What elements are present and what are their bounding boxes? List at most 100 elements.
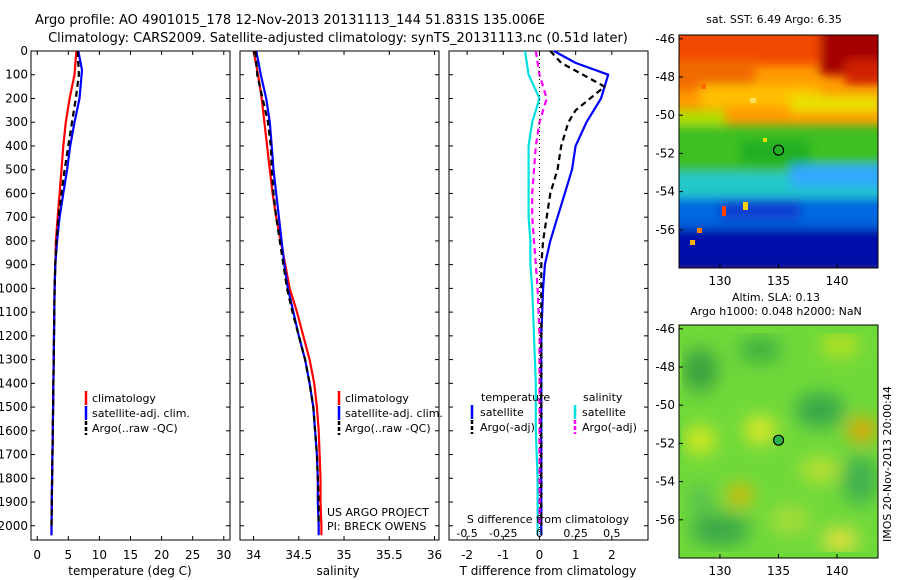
map-x-tick-label: 135	[767, 274, 790, 288]
x-tick-label-salinity: 0.5	[603, 527, 621, 540]
y-tick-label: 600	[5, 186, 28, 200]
sst-map-title: sat. SST: 6.49 Argo: 6.35	[706, 13, 842, 26]
sla-map-title: Altim. SLA: 0.13	[732, 291, 820, 304]
difference-legend: temperature salinity satellite Argo(-adj…	[470, 391, 637, 434]
legend-label-satellite: satellite-adj. clim.	[92, 407, 190, 420]
legend-label-argo: Argo(..raw -QC)	[345, 422, 431, 435]
x-tick-label: 35	[336, 548, 351, 562]
y-tick-label: 300	[5, 115, 28, 129]
map-x-tick-label: 140	[826, 564, 849, 578]
legend-label-t-satellite: satellite	[480, 406, 524, 419]
x-tick-label-salinity: -0.5	[456, 527, 477, 540]
map-y-tick-label: -52	[655, 146, 675, 160]
x-tick-label: 1	[572, 548, 580, 562]
y-tick-label: 1200	[0, 329, 28, 343]
map-y-tick-label: -50	[655, 108, 675, 122]
temperature-axes-frame	[30, 50, 231, 541]
y-tick-label: 2000	[0, 519, 28, 533]
legend-header-salinity: salinity	[583, 391, 623, 404]
map-y-tick-label: -54	[655, 475, 675, 489]
y-tick-label: 1700	[0, 448, 28, 462]
x-tick-label-salinity: 0.25	[563, 527, 588, 540]
x-tick-label-salinity: 0	[536, 527, 543, 540]
series-line-climatology	[252, 50, 323, 536]
y-tick-label: 400	[5, 139, 28, 153]
x-tick-label: 35.5	[376, 548, 403, 562]
credit-pi: PI: BRECK OWENS	[327, 520, 426, 533]
y-tick-label: 200	[5, 91, 28, 105]
x-tick-label: 25	[185, 548, 200, 562]
temperature-legend: climatology satellite-adj. clim. Argo(..…	[84, 391, 190, 435]
map-y-tick-label: -52	[655, 436, 675, 450]
salinity-legend: climatology satellite-adj. clim. Argo(..…	[337, 391, 443, 435]
x-tick-label: -2	[461, 548, 473, 562]
map-y-tick-label: -50	[655, 398, 675, 412]
map-y-tick-label: -54	[655, 185, 675, 199]
legend-header-temperature: temperature	[481, 391, 550, 404]
title-line-2: Climatology: CARS2009. Satellite-adjuste…	[48, 31, 628, 46]
y-tick-label: 800	[5, 234, 28, 248]
credit-project: US ARGO PROJECT	[327, 506, 429, 519]
title-line-1: Argo profile: AO 4901015_178 12-Nov-2013…	[35, 13, 545, 28]
map-y-tick-label: -56	[655, 223, 675, 237]
x-tick-label-salinity: -0.25	[489, 527, 517, 540]
y-tick-label: 1000	[0, 281, 28, 295]
temperature-panel: 0 5 10 15 20 25 300100200300400500600700800900…	[0, 44, 231, 578]
map-y-tick-label: -48	[655, 70, 675, 84]
series-line-argo-raw-qc-	[254, 50, 320, 526]
float-position-marker	[772, 434, 785, 446]
y-tick-label: 1500	[0, 400, 28, 414]
x-tick-label: 30	[216, 548, 231, 562]
y-tick-label: 1900	[0, 495, 28, 509]
y-tick-label: 700	[5, 210, 28, 224]
difference-axes-frame	[448, 50, 649, 541]
map-x-tick-label: 130	[709, 274, 732, 288]
difference-panel: -2 -1 0 1 2 -0.5 -0.25 0 0.25 0.5 T difference fr…	[448, 50, 649, 578]
sla-map-subtitle: Argo h1000: 0.048 h2000: NaN	[690, 305, 862, 318]
x-tick-label: 36	[427, 548, 442, 562]
sla-map-panel: Altim. SLA: 0.13 Argo h1000: 0.048 h2000…	[655, 291, 894, 578]
series-line-satellite	[523, 50, 541, 536]
y-tick-label: 1400	[0, 376, 28, 390]
y-tick-label: 900	[5, 258, 28, 272]
legend-label-satellite: satellite-adj. clim.	[345, 407, 443, 420]
legend-label-t-argo: Argo(-adj)	[480, 421, 535, 434]
salinity-panel: 34 34.5 35 35.5 36 salinity climatology sate…	[239, 50, 443, 578]
map-y-tick-label: -48	[655, 360, 675, 374]
x-tick-label: 5	[64, 548, 72, 562]
y-tick-label: 1300	[0, 353, 28, 367]
y-tick-label: 1800	[0, 471, 28, 485]
y-tick-label: 1100	[0, 305, 28, 319]
legend-label-climatology: climatology	[345, 392, 409, 405]
legend-label-argo: Argo(..raw -QC)	[92, 422, 178, 435]
difference-xlabel: T difference from climatology	[459, 564, 637, 578]
sst-map-panel: sat. SST: 6.49 Argo: 6.35	[655, 13, 879, 288]
map-x-tick-label: 135	[767, 564, 790, 578]
map-x-tick-label: 130	[709, 564, 732, 578]
map-y-tick-label: -46	[655, 32, 675, 46]
map-y-tick-label: -56	[655, 513, 675, 527]
salinity-axes-frame	[239, 50, 440, 541]
imos-timestamp: IMOS 20-Nov-2013 20:00:44	[881, 386, 894, 542]
x-tick-label: 0	[536, 548, 544, 562]
map-x-tick-label: 140	[826, 274, 849, 288]
legend-label-s-argo: Argo(-adj)	[582, 421, 637, 434]
x-tick-label: 20	[154, 548, 169, 562]
y-tick-label: 100	[5, 68, 28, 82]
x-tick-label: 15	[123, 548, 138, 562]
salinity-xlabel: salinity	[316, 564, 359, 578]
legend-label-s-satellite: satellite	[582, 406, 626, 419]
x-tick-label: 0	[33, 548, 41, 562]
y-tick-label: 1600	[0, 424, 28, 438]
temperature-xlabel: temperature (deg C)	[68, 564, 191, 578]
x-tick-label: 10	[92, 548, 107, 562]
x-tick-label: -1	[497, 548, 509, 562]
difference-xlabel-salinity: S difference from climatology	[467, 513, 630, 526]
x-tick-label: 34.5	[285, 548, 312, 562]
x-tick-label: 34	[246, 548, 261, 562]
map-y-tick-label: -46	[655, 322, 675, 336]
sst-map-image	[679, 35, 878, 268]
x-tick-label: 2	[608, 548, 616, 562]
float-position-marker	[772, 144, 785, 156]
